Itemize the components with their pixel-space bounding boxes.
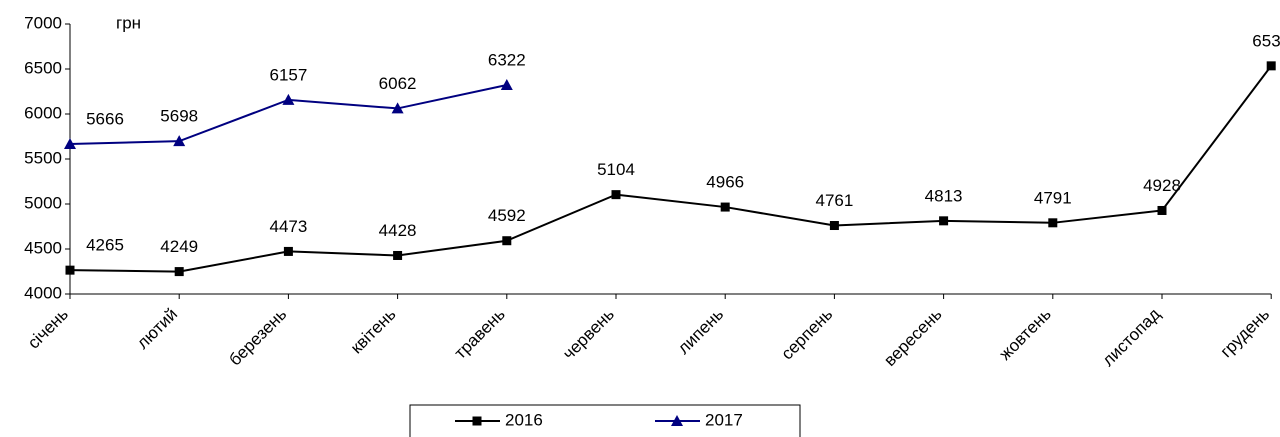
x-tick-label: липень <box>674 304 727 357</box>
data-point <box>174 267 184 277</box>
data-label: 5666 <box>86 110 124 129</box>
y-tick-label: 6500 <box>24 58 62 77</box>
y-tick-label: 5000 <box>24 193 62 212</box>
x-tick-label: листопад <box>1099 305 1164 370</box>
data-label: 6322 <box>488 51 526 70</box>
y-tick-label: 4500 <box>24 238 62 257</box>
data-point <box>1266 61 1276 71</box>
data-label: 6157 <box>269 65 307 84</box>
x-tick-label: вересень <box>880 304 945 369</box>
data-label: 4761 <box>815 191 853 210</box>
legend-label: 2016 <box>505 410 543 429</box>
y-tick-label: 4000 <box>24 283 62 302</box>
y-tick-label: 6000 <box>24 103 62 122</box>
legend-marker <box>671 415 683 426</box>
x-tick-label: квітень <box>347 304 400 357</box>
data-label: 4966 <box>706 173 744 192</box>
data-label: 6535 <box>1252 31 1280 50</box>
x-tick-label: лютий <box>133 305 181 353</box>
x-tick-label: травень <box>451 304 509 362</box>
data-point <box>829 221 839 231</box>
data-point <box>283 246 293 256</box>
data-point <box>65 265 75 275</box>
data-label: 5698 <box>160 107 198 126</box>
data-label: 4928 <box>1143 176 1181 195</box>
data-label: 6062 <box>379 74 417 93</box>
unit-label: грн <box>116 13 141 32</box>
data-point <box>502 236 512 246</box>
data-point <box>611 190 621 200</box>
x-tick-label: серпень <box>777 304 836 363</box>
data-point <box>1048 218 1058 228</box>
data-label: 4813 <box>925 186 963 205</box>
data-point <box>500 79 513 91</box>
x-tick-label: грудень <box>1217 304 1274 361</box>
x-tick-label: червень <box>559 304 618 363</box>
data-label: 5104 <box>597 160 635 179</box>
x-tick-label: січень <box>24 304 72 352</box>
data-point <box>939 216 949 226</box>
data-label: 4473 <box>269 217 307 236</box>
y-tick-label: 7000 <box>24 13 62 32</box>
legend-label: 2017 <box>705 410 743 429</box>
series-line <box>69 65 1272 273</box>
data-label: 4791 <box>1034 188 1072 207</box>
data-label: 4249 <box>160 237 198 256</box>
data-label: 4592 <box>488 206 526 225</box>
data-point <box>1157 205 1167 215</box>
y-tick-label: 5500 <box>24 148 62 167</box>
data-point <box>720 202 730 212</box>
data-label: 4428 <box>379 221 417 240</box>
data-point <box>391 102 404 114</box>
data-point <box>282 93 295 105</box>
data-point <box>393 250 403 260</box>
data-point <box>173 135 186 147</box>
x-tick-label: жовтень <box>996 304 1055 363</box>
data-label: 4265 <box>86 236 124 255</box>
data-point <box>64 138 76 150</box>
legend-marker <box>472 416 482 426</box>
x-tick-label: березень <box>225 304 290 369</box>
